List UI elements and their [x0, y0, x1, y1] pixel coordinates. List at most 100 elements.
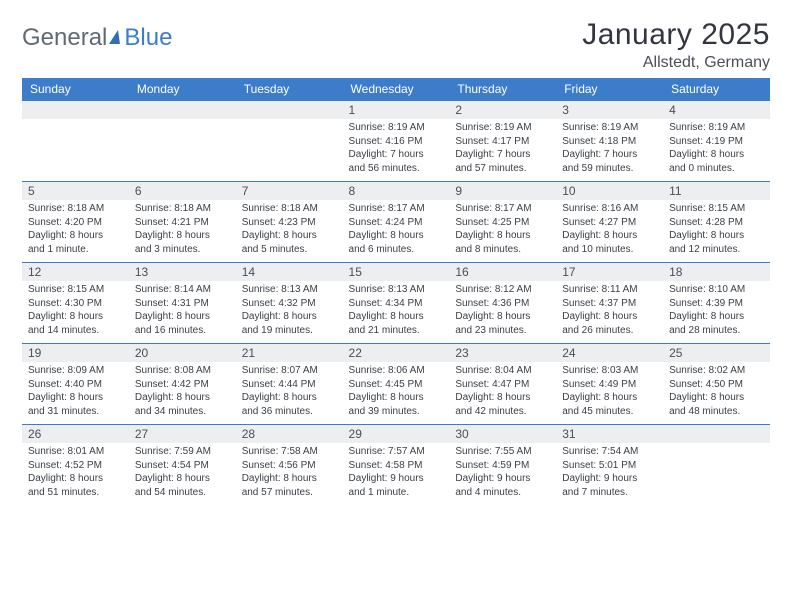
daylight-text-2: and 5 minutes.	[242, 243, 337, 257]
day-detail-cell: Sunrise: 8:09 AMSunset: 4:40 PMDaylight:…	[22, 362, 129, 425]
sunset-text: Sunset: 4:50 PM	[669, 378, 764, 392]
day-number-cell: 15	[343, 263, 450, 282]
sunset-text: Sunset: 4:40 PM	[28, 378, 123, 392]
sunset-text: Sunset: 4:27 PM	[562, 216, 657, 230]
sunset-text: Sunset: 4:30 PM	[28, 297, 123, 311]
sunset-text: Sunset: 4:45 PM	[349, 378, 444, 392]
daylight-text-2: and 1 minute.	[349, 486, 444, 500]
day-number-row: 567891011	[22, 182, 770, 201]
brand-part2: Blue	[124, 24, 172, 52]
daylight-text-1: Daylight: 9 hours	[562, 472, 657, 486]
sunrise-text: Sunrise: 8:04 AM	[455, 364, 550, 378]
sunrise-text: Sunrise: 8:01 AM	[28, 445, 123, 459]
daylight-text-2: and 57 minutes.	[455, 162, 550, 176]
daylight-text-1: Daylight: 8 hours	[562, 391, 657, 405]
day-number-cell: 27	[129, 425, 236, 444]
day-number-cell	[663, 425, 770, 444]
day-number-cell: 10	[556, 182, 663, 201]
daylight-text-2: and 12 minutes.	[669, 243, 764, 257]
sunset-text: Sunset: 4:19 PM	[669, 135, 764, 149]
daylight-text-2: and 4 minutes.	[455, 486, 550, 500]
sunset-text: Sunset: 4:28 PM	[669, 216, 764, 230]
sunset-text: Sunset: 4:31 PM	[135, 297, 230, 311]
daylight-text-1: Daylight: 7 hours	[349, 148, 444, 162]
daylight-text-1: Daylight: 8 hours	[669, 391, 764, 405]
day-number-row: 262728293031	[22, 425, 770, 444]
daylight-text-1: Daylight: 8 hours	[455, 391, 550, 405]
daylight-text-2: and 6 minutes.	[349, 243, 444, 257]
daylight-text-2: and 26 minutes.	[562, 324, 657, 338]
daylight-text-1: Daylight: 7 hours	[562, 148, 657, 162]
sunrise-text: Sunrise: 8:17 AM	[349, 202, 444, 216]
day-detail-cell: Sunrise: 8:12 AMSunset: 4:36 PMDaylight:…	[449, 281, 556, 344]
sunset-text: Sunset: 4:34 PM	[349, 297, 444, 311]
daylight-text-1: Daylight: 8 hours	[135, 472, 230, 486]
sunset-text: Sunset: 5:01 PM	[562, 459, 657, 473]
day-detail-cell: Sunrise: 8:19 AMSunset: 4:19 PMDaylight:…	[663, 119, 770, 182]
day-number-cell: 8	[343, 182, 450, 201]
header: GeneralBlue January 2025 Allstedt, Germa…	[22, 18, 770, 72]
daylight-text-2: and 57 minutes.	[242, 486, 337, 500]
day-detail-cell	[129, 119, 236, 182]
sunrise-text: Sunrise: 8:02 AM	[669, 364, 764, 378]
sunrise-text: Sunrise: 8:17 AM	[455, 202, 550, 216]
daylight-text-2: and 23 minutes.	[455, 324, 550, 338]
day-number-cell: 16	[449, 263, 556, 282]
day-number-row: 19202122232425	[22, 344, 770, 363]
day-detail-cell	[22, 119, 129, 182]
day-detail-cell: Sunrise: 8:18 AMSunset: 4:21 PMDaylight:…	[129, 200, 236, 263]
sunset-text: Sunset: 4:49 PM	[562, 378, 657, 392]
day-detail-cell: Sunrise: 8:19 AMSunset: 4:18 PMDaylight:…	[556, 119, 663, 182]
day-detail-cell: Sunrise: 8:10 AMSunset: 4:39 PMDaylight:…	[663, 281, 770, 344]
day-detail-cell: Sunrise: 7:54 AMSunset: 5:01 PMDaylight:…	[556, 443, 663, 505]
day-detail-row: Sunrise: 8:18 AMSunset: 4:20 PMDaylight:…	[22, 200, 770, 263]
sunrise-text: Sunrise: 8:10 AM	[669, 283, 764, 297]
daylight-text-2: and 19 minutes.	[242, 324, 337, 338]
daylight-text-2: and 31 minutes.	[28, 405, 123, 419]
daylight-text-1: Daylight: 8 hours	[669, 229, 764, 243]
day-detail-cell: Sunrise: 8:19 AMSunset: 4:16 PMDaylight:…	[343, 119, 450, 182]
day-number-cell: 23	[449, 344, 556, 363]
day-detail-cell: Sunrise: 8:19 AMSunset: 4:17 PMDaylight:…	[449, 119, 556, 182]
day-number-cell	[236, 101, 343, 120]
sunrise-text: Sunrise: 8:13 AM	[349, 283, 444, 297]
sunrise-text: Sunrise: 8:03 AM	[562, 364, 657, 378]
day-detail-cell: Sunrise: 8:06 AMSunset: 4:45 PMDaylight:…	[343, 362, 450, 425]
weekday-header: Sunday	[22, 78, 129, 101]
sunrise-text: Sunrise: 8:11 AM	[562, 283, 657, 297]
day-detail-cell: Sunrise: 8:16 AMSunset: 4:27 PMDaylight:…	[556, 200, 663, 263]
sunrise-text: Sunrise: 7:59 AM	[135, 445, 230, 459]
sunrise-text: Sunrise: 8:14 AM	[135, 283, 230, 297]
day-number-cell	[129, 101, 236, 120]
day-detail-cell: Sunrise: 7:57 AMSunset: 4:58 PMDaylight:…	[343, 443, 450, 505]
sunrise-text: Sunrise: 8:07 AM	[242, 364, 337, 378]
sunrise-text: Sunrise: 7:57 AM	[349, 445, 444, 459]
daylight-text-1: Daylight: 8 hours	[455, 229, 550, 243]
sunset-text: Sunset: 4:23 PM	[242, 216, 337, 230]
daylight-text-2: and 59 minutes.	[562, 162, 657, 176]
sunset-text: Sunset: 4:18 PM	[562, 135, 657, 149]
sunrise-text: Sunrise: 8:13 AM	[242, 283, 337, 297]
daylight-text-1: Daylight: 8 hours	[669, 310, 764, 324]
sunset-text: Sunset: 4:20 PM	[28, 216, 123, 230]
weekday-header: Thursday	[449, 78, 556, 101]
day-detail-row: Sunrise: 8:15 AMSunset: 4:30 PMDaylight:…	[22, 281, 770, 344]
sunrise-text: Sunrise: 8:06 AM	[349, 364, 444, 378]
day-detail-cell: Sunrise: 8:18 AMSunset: 4:23 PMDaylight:…	[236, 200, 343, 263]
sunset-text: Sunset: 4:58 PM	[349, 459, 444, 473]
day-detail-cell	[236, 119, 343, 182]
daylight-text-1: Daylight: 8 hours	[242, 229, 337, 243]
day-number-cell: 30	[449, 425, 556, 444]
day-detail-cell: Sunrise: 8:17 AMSunset: 4:25 PMDaylight:…	[449, 200, 556, 263]
day-number-cell: 9	[449, 182, 556, 201]
sunset-text: Sunset: 4:56 PM	[242, 459, 337, 473]
sunrise-text: Sunrise: 8:09 AM	[28, 364, 123, 378]
day-number-cell: 12	[22, 263, 129, 282]
day-detail-cell: Sunrise: 7:59 AMSunset: 4:54 PMDaylight:…	[129, 443, 236, 505]
day-number-cell: 3	[556, 101, 663, 120]
sunset-text: Sunset: 4:52 PM	[28, 459, 123, 473]
sunset-text: Sunset: 4:16 PM	[349, 135, 444, 149]
sunrise-text: Sunrise: 8:12 AM	[455, 283, 550, 297]
daylight-text-1: Daylight: 8 hours	[135, 310, 230, 324]
day-number-row: 12131415161718	[22, 263, 770, 282]
